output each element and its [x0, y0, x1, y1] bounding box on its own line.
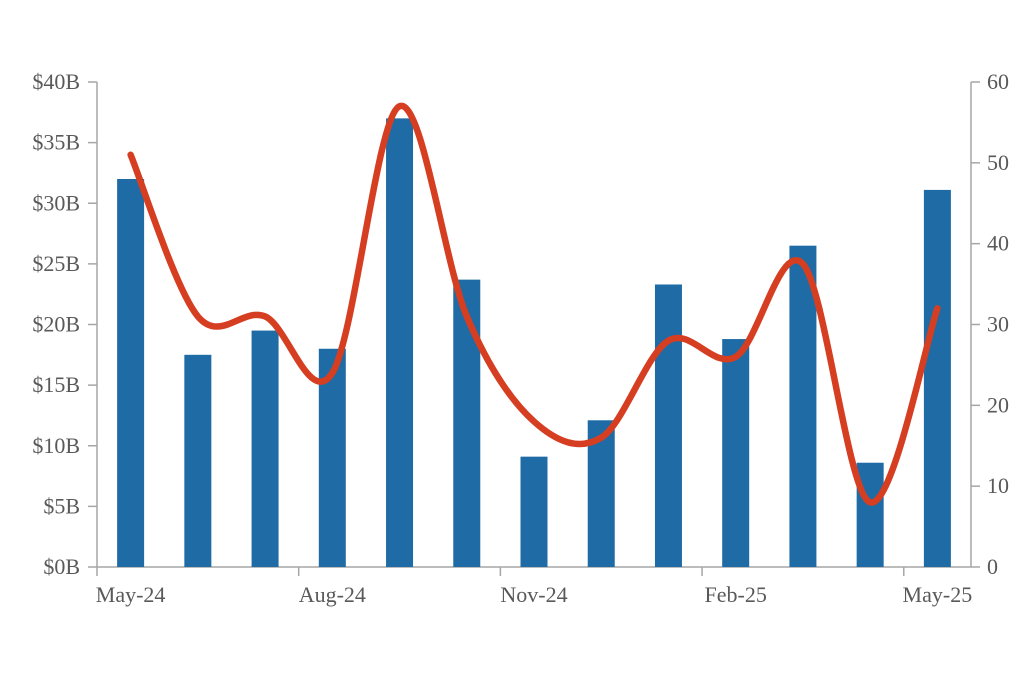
x-axis-label: Nov-24 [500, 582, 567, 607]
y-axis-left-label: $40B [32, 69, 80, 94]
y-axis-right-label: 0 [987, 554, 998, 579]
x-axis-label: May-24 [96, 582, 166, 607]
bar [923, 189, 951, 567]
y-axis-left-label: $30B [32, 190, 80, 215]
x-axis-label: Feb-25 [705, 582, 767, 607]
y-axis-left-label: $0B [43, 554, 80, 579]
bar [654, 284, 682, 567]
y-axis-left-label: $20B [32, 312, 80, 337]
y-axis-right-label: 50 [987, 150, 1009, 175]
bar [184, 354, 212, 567]
bar [722, 339, 750, 567]
y-axis-right-label: 40 [987, 231, 1009, 256]
bar [318, 348, 346, 567]
bar [520, 456, 548, 567]
y-axis-left-label: $35B [32, 130, 80, 155]
y-axis-right-label: 20 [987, 392, 1009, 417]
bar [386, 118, 414, 567]
y-axis-right-label: 10 [987, 473, 1009, 498]
y-axis-left-label: $15B [32, 372, 80, 397]
y-axis-left-label: $10B [32, 433, 80, 458]
bar [251, 330, 279, 567]
y-axis-left-label: $5B [43, 493, 80, 518]
bar [453, 279, 481, 567]
y-axis-right-label: 30 [987, 312, 1009, 337]
y-axis-right-label: 60 [987, 69, 1009, 94]
trend-line [127, 102, 941, 506]
bar [789, 245, 817, 567]
x-axis-label: May-25 [903, 582, 973, 607]
bar [117, 179, 145, 567]
bar [856, 462, 884, 567]
x-axis-label: Aug-24 [299, 582, 366, 607]
y-axis-left-label: $25B [32, 251, 80, 276]
